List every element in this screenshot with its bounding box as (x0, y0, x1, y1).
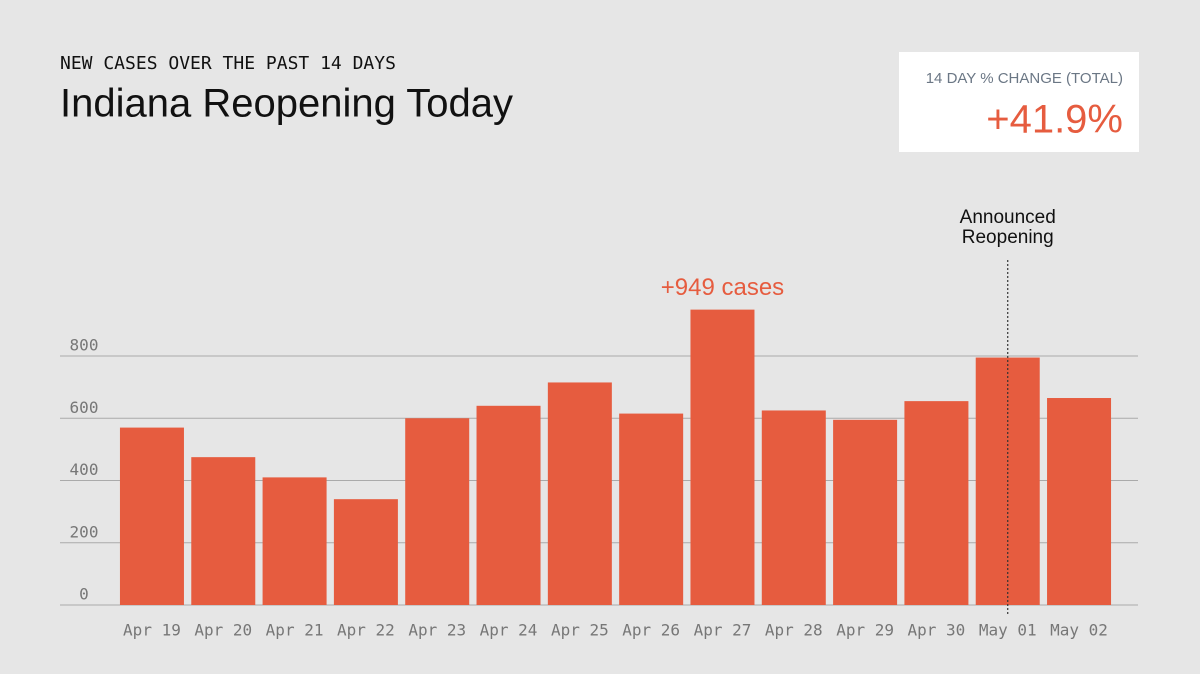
kpi-box (899, 52, 1139, 152)
x-tick-label: May 02 (1050, 621, 1108, 640)
bar (690, 309, 755, 605)
x-tick-label: Apr 24 (480, 621, 538, 640)
y-tick-label: 200 (70, 522, 99, 541)
x-tick-label: Apr 23 (408, 621, 466, 640)
bar (761, 410, 826, 605)
x-tick-label: Apr 28 (765, 621, 823, 640)
bar (833, 419, 898, 605)
annotation-text: Announced Reopening (960, 207, 1056, 248)
bar (333, 499, 398, 605)
x-tick-label: Apr 25 (551, 621, 609, 640)
bar (405, 418, 470, 605)
x-tick-label: Apr 29 (836, 621, 894, 640)
bar (1047, 398, 1112, 605)
x-tick-label: Apr 19 (123, 621, 181, 640)
y-tick-label: 0 (79, 585, 89, 604)
chart-subtitle: NEW CASES OVER THE PAST 14 DAYS (60, 53, 396, 74)
bar (476, 405, 541, 605)
bar (619, 413, 684, 605)
bar (119, 427, 184, 605)
x-tick-label: Apr 22 (337, 621, 395, 640)
kpi-value: +41.9% (986, 98, 1123, 142)
kpi-label: 14 DAY % CHANGE (TOTAL) (926, 70, 1123, 87)
bar (191, 457, 256, 605)
y-tick-label: 600 (70, 398, 99, 417)
y-tick-label: 800 (70, 336, 99, 355)
y-tick-label: 400 (70, 460, 99, 479)
bar (904, 401, 969, 605)
bar (262, 477, 327, 605)
x-tick-label: May 01 (979, 621, 1037, 640)
bar (547, 382, 612, 605)
x-tick-label: Apr 27 (694, 621, 752, 640)
x-tick-label: Apr 30 (908, 621, 966, 640)
x-tick-label: Apr 26 (622, 621, 680, 640)
chart-title: Indiana Reopening Today (60, 82, 513, 126)
x-tick-label: Apr 20 (194, 621, 252, 640)
x-tick-label: Apr 21 (266, 621, 324, 640)
value-label: +949 cases (661, 274, 784, 301)
